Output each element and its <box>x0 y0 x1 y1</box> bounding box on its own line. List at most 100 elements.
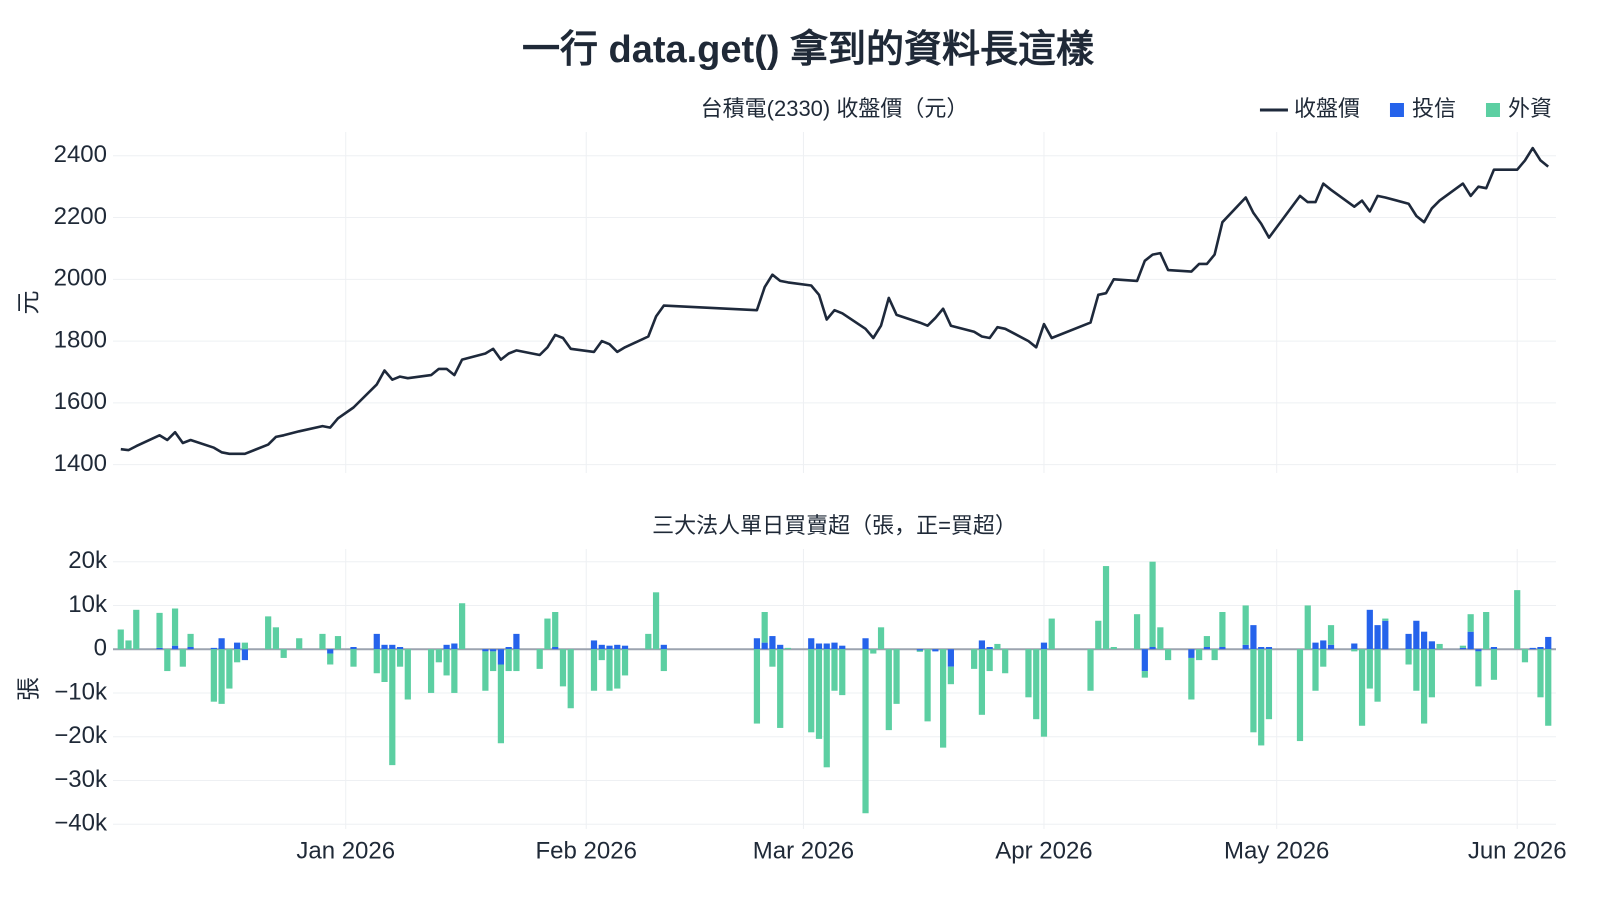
bar <box>497 664 505 744</box>
bar <box>241 642 248 650</box>
bar <box>606 649 613 691</box>
bar <box>1110 647 1117 650</box>
bar <box>947 666 954 685</box>
bar <box>1258 649 1265 746</box>
x-tick-label: Jan 2026 <box>296 837 395 864</box>
bar <box>505 647 512 650</box>
y-tick-label: 2000 <box>54 265 107 292</box>
bar <box>808 638 815 650</box>
bar <box>1459 647 1467 650</box>
bar <box>559 649 567 687</box>
bar <box>513 649 520 672</box>
bar <box>808 649 815 733</box>
bar <box>327 653 334 665</box>
y-tick-label: 10k <box>68 591 108 618</box>
bar <box>1025 649 1032 698</box>
bar <box>978 649 986 715</box>
bar <box>1188 649 1195 658</box>
bar <box>784 647 792 650</box>
bar <box>1002 649 1009 674</box>
bar <box>1421 649 1428 724</box>
bar <box>1242 605 1249 645</box>
y-tick-label: 1800 <box>54 326 107 353</box>
bar <box>567 649 574 709</box>
bar <box>971 649 978 669</box>
bar <box>125 640 132 650</box>
bar <box>885 649 892 731</box>
bar <box>234 642 241 650</box>
bar <box>1102 566 1110 650</box>
bar <box>761 612 768 643</box>
bar <box>1483 612 1490 650</box>
x-tick-label: May 2026 <box>1224 837 1329 864</box>
bar <box>389 644 396 650</box>
bar <box>1320 649 1327 667</box>
bar <box>1537 649 1544 698</box>
bar <box>645 633 652 650</box>
bar <box>482 649 489 652</box>
bar <box>1258 647 1265 650</box>
bar <box>179 649 186 667</box>
bar <box>753 649 761 724</box>
bar <box>241 649 248 661</box>
bar <box>164 649 171 672</box>
bar <box>769 636 776 650</box>
bar <box>1203 636 1210 647</box>
bar <box>210 647 217 650</box>
bar <box>831 642 838 650</box>
bar <box>753 638 761 650</box>
bar <box>986 647 993 650</box>
y-axis-label: 張 <box>15 677 42 701</box>
bar <box>1327 644 1335 650</box>
bar <box>1366 649 1373 689</box>
bar <box>187 633 194 647</box>
bar <box>1164 649 1172 661</box>
bar <box>1149 647 1156 650</box>
legend-label: 投信 <box>1412 96 1456 121</box>
bar <box>396 649 404 667</box>
bar <box>171 608 179 646</box>
bar <box>482 651 489 691</box>
bar <box>614 649 621 689</box>
bar <box>544 618 551 650</box>
bar <box>924 649 931 722</box>
bar <box>334 636 342 650</box>
bar <box>769 649 776 667</box>
bar <box>1475 649 1482 652</box>
bar <box>218 638 225 650</box>
y-tick-label: 2200 <box>54 203 107 230</box>
y-tick-label: −40k <box>54 810 108 837</box>
bar <box>1304 605 1311 650</box>
bar <box>916 650 923 652</box>
bar <box>350 647 357 650</box>
bar <box>777 644 784 650</box>
bar <box>1133 614 1141 650</box>
bar <box>296 638 303 650</box>
bar <box>1351 643 1358 650</box>
bar <box>823 649 830 768</box>
bar <box>117 629 124 650</box>
bar <box>1374 649 1381 702</box>
legend-symbol <box>1485 103 1500 117</box>
bar <box>1265 647 1273 650</box>
bar <box>1374 625 1381 650</box>
subplot-title: 台積電(2330) 收盤價（元） <box>701 96 969 121</box>
y-tick-label: −20k <box>54 722 108 749</box>
bar <box>1141 649 1148 672</box>
bar <box>1428 641 1435 650</box>
x-tick-label: Apr 2026 <box>995 837 1092 864</box>
bar <box>1545 649 1552 726</box>
bar <box>1545 636 1552 650</box>
bar <box>133 609 140 650</box>
bar <box>994 643 1001 650</box>
bar <box>1250 649 1257 733</box>
bar <box>986 649 993 672</box>
bar <box>598 644 605 650</box>
bar <box>156 612 163 648</box>
bar <box>373 633 380 650</box>
bar <box>396 647 404 650</box>
bar <box>815 643 823 650</box>
bar <box>490 649 497 652</box>
